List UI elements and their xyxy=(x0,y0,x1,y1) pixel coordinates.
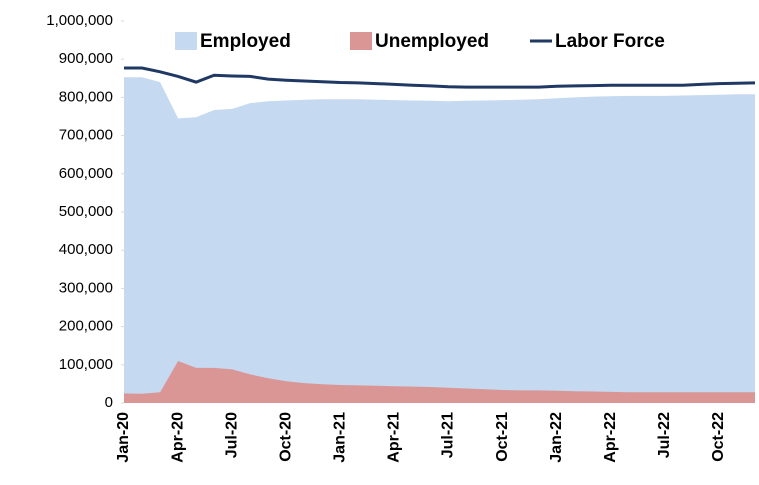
x-tick-label: Jan-21 xyxy=(332,412,349,463)
x-tick-label: Jul-21 xyxy=(440,412,457,458)
x-tick-label: Jul-20 xyxy=(223,412,240,458)
x-tick-label: Apr-20 xyxy=(169,412,186,463)
legend-label: Labor Force xyxy=(555,31,665,52)
legend-swatch xyxy=(350,32,372,50)
y-tick-label: 700,000 xyxy=(59,127,113,144)
x-tick-label: Apr-22 xyxy=(602,412,619,463)
y-tick-label: 1,000,000 xyxy=(46,12,113,29)
legend-item: Employed xyxy=(175,31,291,52)
line xyxy=(124,66,756,89)
x-tick-label: Jan-22 xyxy=(548,412,565,463)
y-tick-label: 300,000 xyxy=(59,279,113,296)
y-tick-label: 100,000 xyxy=(59,356,113,373)
legend-label: Employed xyxy=(200,31,291,52)
legend-item: Unemployed xyxy=(350,31,489,52)
x-tick-label: Oct-20 xyxy=(277,412,294,462)
y-tick-label: 200,000 xyxy=(59,318,113,335)
y-tick-label: 400,000 xyxy=(59,241,113,258)
y-tick-label: 600,000 xyxy=(59,165,113,182)
x-tick-label: Apr-21 xyxy=(386,412,403,463)
area xyxy=(124,77,755,403)
x-tick-label: Jul-22 xyxy=(656,412,673,458)
x-tick-label: Oct-21 xyxy=(494,412,511,462)
y-tick-label: 800,000 xyxy=(59,88,113,105)
x-tick-label: Oct-22 xyxy=(710,412,727,462)
legend-item: Labor Force xyxy=(530,31,665,52)
y-tick-label: 0 xyxy=(105,394,113,411)
legend-label: Unemployed xyxy=(375,31,489,52)
y-tick-label: 500,000 xyxy=(59,203,113,220)
area xyxy=(124,361,755,403)
legend-swatch xyxy=(175,32,197,50)
y-tick-label: 900,000 xyxy=(59,50,113,67)
x-tick-label: Jan-20 xyxy=(115,412,132,463)
